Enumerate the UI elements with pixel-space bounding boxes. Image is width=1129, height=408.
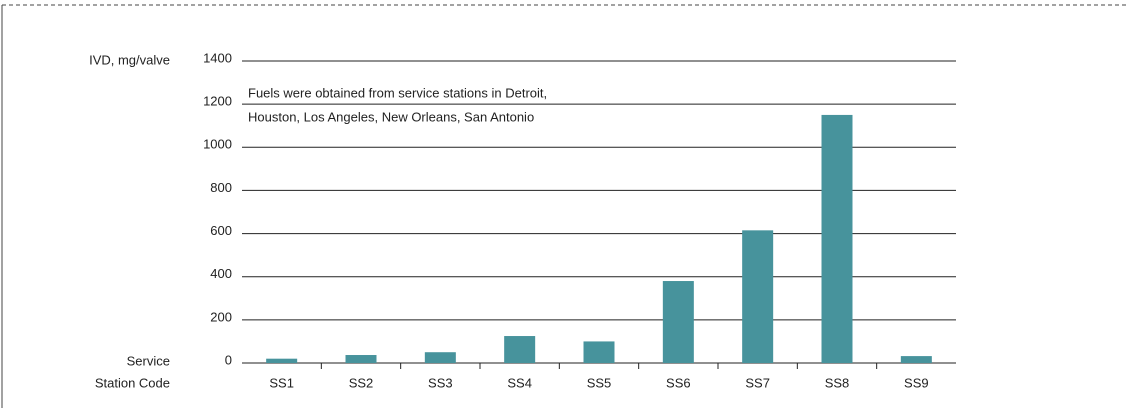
x-axis-label: Service (127, 353, 170, 368)
y-tick-label: 200 (210, 309, 232, 324)
annotation: Houston, Los Angeles, New Orleans, San A… (248, 109, 534, 124)
x-tick-label: SS2 (349, 375, 374, 390)
bar (821, 114, 853, 363)
x-tick-label: SS6 (666, 375, 691, 390)
x-tick-label: SS3 (428, 375, 453, 390)
x-tick-label: SS4 (507, 375, 532, 390)
x-axis-label: Station Code (95, 375, 170, 390)
x-tick-label: SS1 (269, 375, 294, 390)
annotation: Fuels were obtained from service station… (248, 85, 547, 100)
bar (900, 356, 932, 363)
x-tick-label: SS7 (745, 375, 770, 390)
bar (662, 281, 694, 363)
bar (424, 352, 456, 363)
y-tick-label: 800 (210, 180, 232, 195)
x-tick-label: SS5 (587, 375, 612, 390)
bar (504, 336, 536, 363)
y-tick-label: 600 (210, 223, 232, 238)
bar (266, 358, 298, 363)
bar (583, 341, 615, 363)
bar (345, 355, 377, 363)
y-axis-label: IVD, mg/valve (89, 52, 170, 67)
y-tick-label: 1000 (203, 137, 232, 152)
x-tick-label: SS8 (825, 375, 850, 390)
y-tick-label: 1200 (203, 94, 232, 109)
y-tick-label: 1400 (203, 50, 232, 65)
x-tick-label: SS9 (904, 375, 929, 390)
y-tick-label: 0 (225, 352, 232, 367)
bar (742, 230, 774, 363)
y-tick-label: 400 (210, 266, 232, 281)
